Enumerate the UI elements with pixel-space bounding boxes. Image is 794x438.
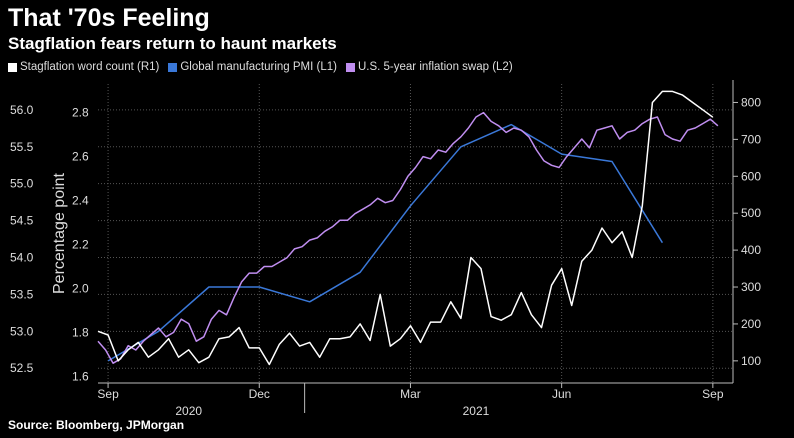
y-tick-label-l2-1: 1.8 [72,325,89,339]
y-tick-label-l1-5: 55.0 [10,177,34,191]
x-tick-label-0: Sep [97,387,119,401]
y-tick-label-l1-2: 53.5 [10,287,34,301]
y-tick-label-l1-6: 55.5 [10,140,34,154]
y-tick-label-r1-7: 800 [741,95,761,109]
y-tick-label-r1-0: 100 [741,354,761,368]
y-tick-label-r1-6: 700 [741,132,761,146]
y-tick-label-r1-4: 500 [741,206,761,220]
legend-item-pmi: Global manufacturing PMI (L1) [168,61,337,73]
year-label-1: 2021 [463,404,490,418]
chart-title: That '70s Feeling [8,4,210,32]
y-tick-label-r1-1: 200 [741,317,761,331]
y-tick-label-r1-3: 400 [741,243,761,257]
legend-item-word-count: Stagflation word count (R1) [8,61,159,73]
y-tick-label-l2-5: 2.6 [72,150,89,164]
series-line-u-s-5-year-inflation-swap [97,111,719,364]
y-tick-label-r1-2: 300 [741,280,761,294]
x-tick-label-2: Mar [400,387,421,401]
legend-swatch-pmi [168,62,178,72]
legend: Stagflation word count (R1) Global manuf… [8,61,513,73]
y-tick-label-l1-1: 53.0 [10,324,34,338]
legend-label-inflation-swap: U.S. 5-year inflation swap (L2) [357,61,513,73]
x-tick-label-4: Sep [702,387,724,401]
y-tick-label-l2-6: 2.8 [72,106,89,120]
y-tick-label-l2-2: 2.0 [72,281,89,295]
legend-label-pmi: Global manufacturing PMI (L1) [180,61,337,73]
y-tick-label-r1-5: 600 [741,169,761,183]
y-tick-label-l2-4: 2.4 [72,194,89,208]
series-line-stagflation-word-count [97,90,714,366]
y-tick-label-l1-4: 54.5 [10,214,34,228]
y-tick-label-l1-7: 56.0 [10,103,34,117]
x-tick-label-1: Dec [249,387,270,401]
y-tick-label-l1-3: 54.0 [10,250,34,264]
chart-subtitle: Stagflation fears return to haunt market… [8,34,337,53]
y-tick-label-l2-3: 2.2 [72,237,89,251]
y-axis-title: Percentage point [51,172,68,294]
y-tick-label-l2-0: 1.6 [72,369,89,383]
x-tick-label-3: Jun [552,387,571,401]
y-tick-label-l1-0: 52.5 [10,361,34,375]
year-label-0: 2020 [175,404,202,418]
source-note: Source: Bloomberg, JPMorgan [8,418,185,432]
legend-swatch-inflation-swap [345,62,355,72]
series-line-global-manufacturing-pmi [107,123,664,362]
legend-item-inflation-swap: U.S. 5-year inflation swap (L2) [345,61,513,73]
legend-label-word-count: Stagflation word count (R1) [20,61,160,73]
legend-swatch-word-count [8,62,17,72]
